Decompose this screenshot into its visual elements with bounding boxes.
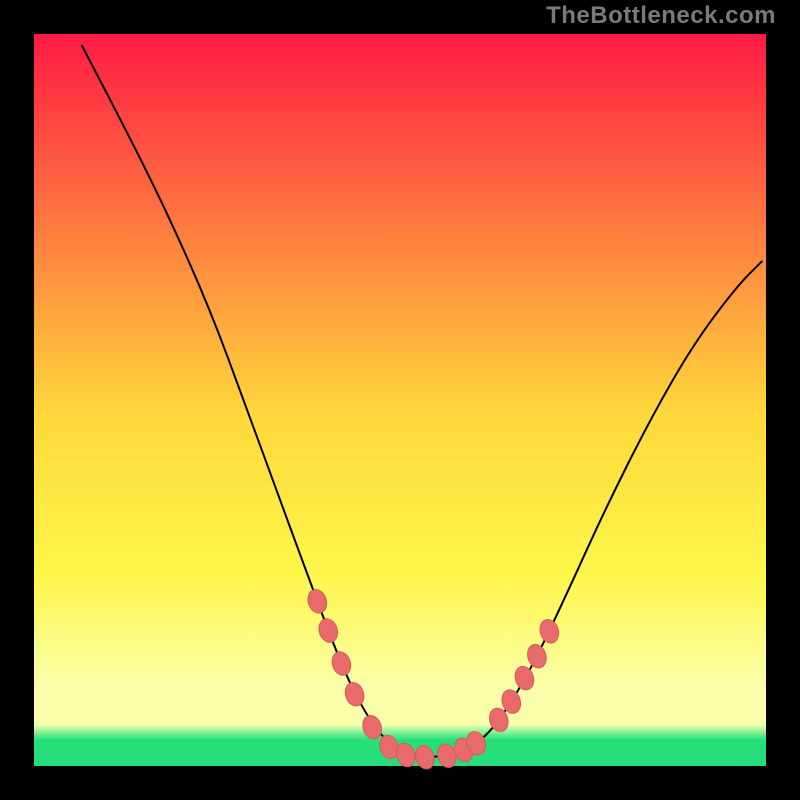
chart-green-baseline-strip	[34, 726, 766, 766]
watermark-text: TheBottleneck.com	[546, 2, 776, 30]
chart-background-gradient	[34, 34, 766, 726]
